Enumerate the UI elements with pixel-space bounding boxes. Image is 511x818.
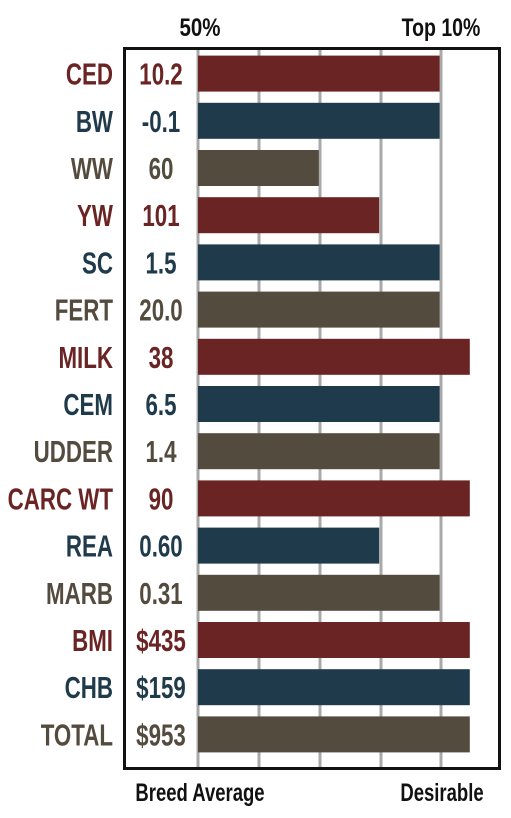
trait-label-fert: FERT xyxy=(55,293,114,327)
value-label-sc: 1.5 xyxy=(145,246,176,280)
bar-fert xyxy=(198,291,440,328)
trait-label-udder: UDDER xyxy=(34,435,113,469)
bar-carc-wt xyxy=(198,480,470,517)
bar-rea xyxy=(198,527,380,564)
bar-milk xyxy=(198,338,470,375)
chart-frame xyxy=(123,47,501,770)
value-labels: 10.2 -0.1 60 101 1.5 20.0 38 6.5 1.4 90 0.60 0.31 $4… xyxy=(136,57,186,752)
bar-chb xyxy=(198,669,470,706)
value-label-udder: 1.4 xyxy=(145,435,176,469)
trait-label-ced: CED xyxy=(66,57,113,91)
value-label-cem: 6.5 xyxy=(145,387,176,421)
trait-label-rea: REA xyxy=(66,529,113,563)
value-label-total: $953 xyxy=(136,718,186,752)
value-label-carc-wt: 90 xyxy=(149,482,174,516)
value-label-bmi: $435 xyxy=(136,623,186,657)
bar-cem xyxy=(198,386,440,422)
bar-total xyxy=(198,716,470,753)
value-label-rea: 0.60 xyxy=(139,529,182,563)
trait-label-sc: SC xyxy=(82,246,113,280)
value-label-ced: 10.2 xyxy=(139,57,182,91)
trait-label-yw: YW xyxy=(77,199,113,233)
value-label-bw: -0.1 xyxy=(142,104,180,138)
trait-labels: CED BW WW YW SC FERT MILK CEM UDDER CARC WT REA MAR… xyxy=(8,57,114,752)
bar-sc xyxy=(198,244,440,281)
trait-label-total: TOTAL xyxy=(41,718,113,752)
trait-label-milk: MILK xyxy=(58,340,113,374)
trait-label-ww: WW xyxy=(71,151,114,185)
value-label-marb: 0.31 xyxy=(139,576,182,610)
trait-label-bw: BW xyxy=(76,104,114,138)
bottom-label-desirable: Desirable xyxy=(400,778,483,806)
value-label-chb: $159 xyxy=(136,671,186,705)
value-label-fert: 20.0 xyxy=(139,293,182,327)
trait-label-marb: MARB xyxy=(46,576,113,610)
bar-bmi xyxy=(198,622,470,658)
trait-label-carc-wt: CARC WT xyxy=(8,482,114,516)
trait-label-cem: CEM xyxy=(63,387,113,421)
bar-udder xyxy=(198,433,440,470)
bar-ced xyxy=(198,55,440,92)
top-label-50-percent: 50% xyxy=(179,13,220,41)
top-label-top-10-percent: Top 10% xyxy=(402,14,481,42)
bars xyxy=(198,55,470,753)
bar-yw xyxy=(198,197,380,234)
bottom-label-breed-average: Breed Average xyxy=(135,778,264,806)
value-label-milk: 38 xyxy=(149,340,174,374)
value-label-ww: 60 xyxy=(149,151,174,185)
bar-ww xyxy=(198,150,319,186)
bar-bw xyxy=(198,102,440,139)
trait-label-chb: CHB xyxy=(65,671,113,705)
value-label-yw: 101 xyxy=(142,199,179,233)
trait-label-bmi: BMI xyxy=(72,623,113,657)
bar-marb xyxy=(198,574,440,611)
